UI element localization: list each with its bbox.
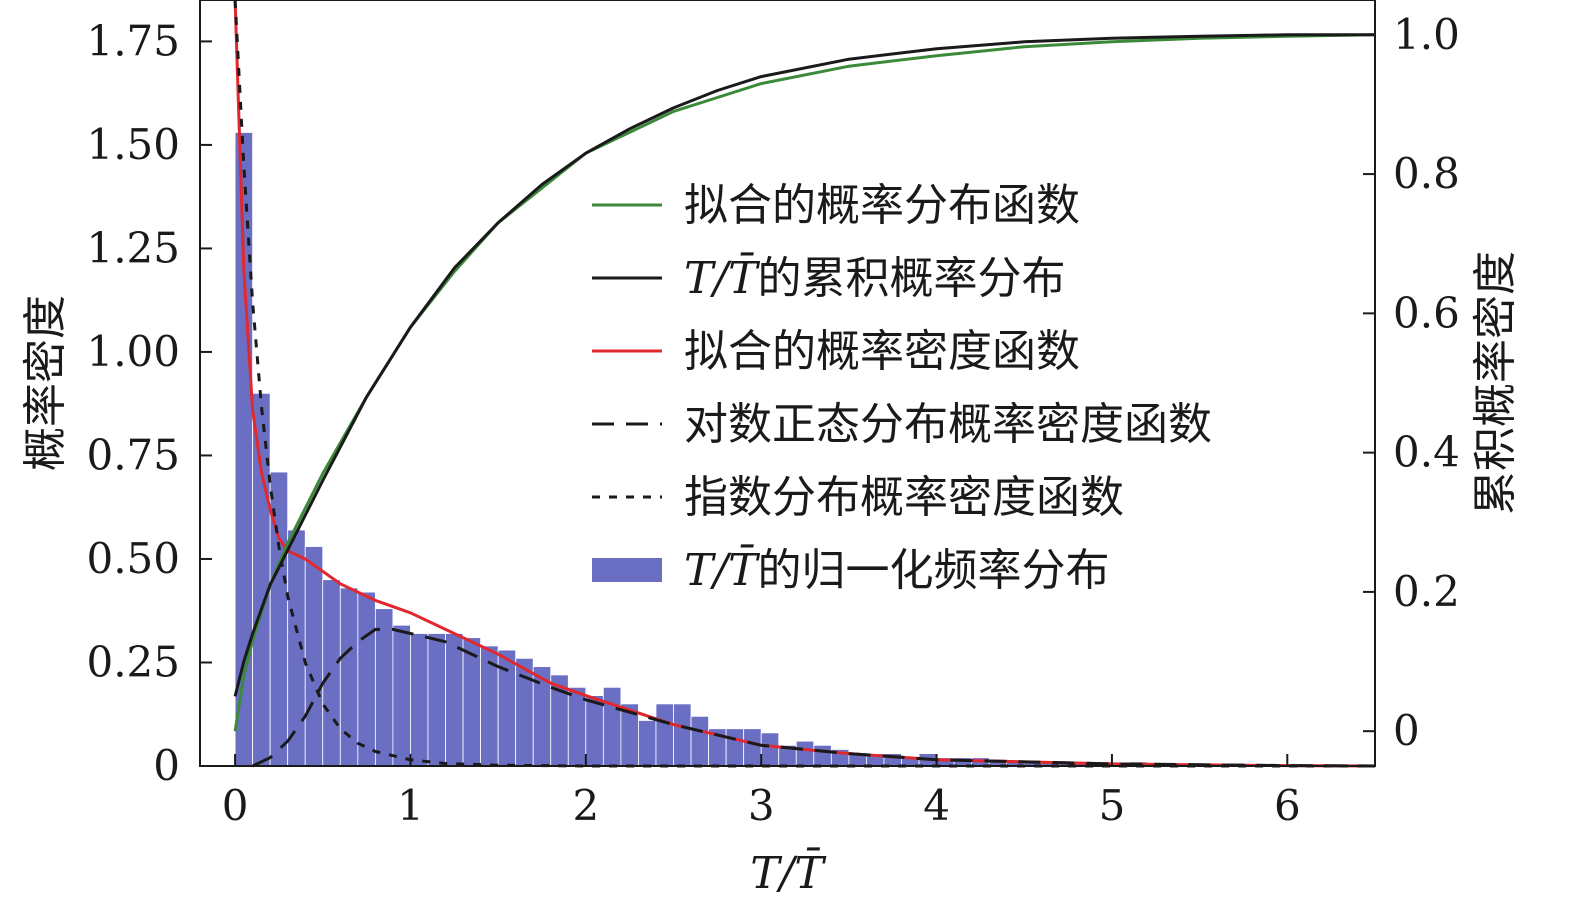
histogram-bar [392,624,411,767]
histogram-bar [638,720,657,767]
histogram-bar [462,637,481,767]
histogram-bar [760,732,780,767]
x-tick-label: 2 [572,781,599,830]
histogram-bar [374,608,394,767]
legend-label: T/T̄的累积概率分布 [684,251,1066,304]
legend: 拟合的概率分布函数 T/T̄的累积概率分布拟合的概率密度函数对数正态分布概率密度函… [592,180,1212,596]
histogram-bar [673,703,692,767]
y-left-tick-label: 0.25 [86,637,180,686]
histogram-bar [690,715,709,767]
histogram-bar [252,392,271,767]
y-left-tick-label: 0.75 [86,430,180,479]
histogram-bar [655,703,674,767]
y-right-tick-label: 0.4 [1393,428,1460,477]
histogram-bar [410,633,429,767]
y-left-ticks: 0 0.25 0.50 0.75 1.00 1.25 1.50 1.75 [86,16,212,790]
lognormal-pdf-line [251,627,1376,768]
y-right-tick-label: 0.2 [1393,567,1460,616]
histogram-bar [445,633,464,767]
histogram-bar [795,740,815,767]
histogram-bars [234,132,1148,767]
legend-label: 拟合的概率密度函数 [684,326,1080,377]
histogram-bar [743,728,762,767]
histogram-bar [304,546,324,767]
x-tick-label: 1 [397,781,424,830]
histogram-bar [322,579,341,767]
y-left-tick-label: 0 [153,741,180,790]
x-tick-label: 6 [1274,781,1301,830]
legend-label: 指数分布概率密度函数 [684,472,1124,523]
empirical-cdf-line [233,33,1375,697]
histogram-bar [515,657,534,767]
histogram-bar [427,633,446,767]
x-tick-label: 3 [748,781,775,830]
histogram-bar [725,728,745,767]
x-ticks: 0 1 2 3 4 5 6 [222,754,1301,830]
x-tick-label: 0 [222,781,249,830]
y-left-tick-label: 1.50 [86,120,180,169]
x-tick-label: 5 [1099,781,1126,830]
y-right-axis-title: 累积概率密度 [1470,251,1521,515]
y-right-tick-label: 1.0 [1393,10,1460,59]
plot-frame [199,0,1376,767]
y-left-tick-label: 1.25 [86,223,180,272]
y-right-tick-label: 0.6 [1393,288,1460,337]
histogram-bar [813,744,832,767]
y-right-tick-label: 0.8 [1393,149,1460,198]
histogram-bar [602,686,622,767]
legend-label: 拟合的概率分布函数 [684,180,1080,231]
y-left-tick-label: 0.50 [86,534,180,583]
x-tick-label: 4 [923,781,950,830]
y-left-tick-label: 1.75 [86,16,180,65]
histogram-bar [339,587,359,767]
x-axis-title: T/T̄ [750,846,827,899]
histogram-bar [357,591,376,767]
y-right-tick-label: 0 [1393,706,1420,755]
legend-label: 对数正态分布概率密度函数 [684,399,1212,450]
legend-label: T/T̄的归一化频率分布 [684,543,1110,596]
y-left-tick-label: 1.00 [86,327,180,376]
legend-swatch [592,558,662,582]
histogram-bar [585,695,604,767]
y-right-ticks: 0 0.2 0.4 0.6 0.8 1.0 [1363,10,1460,755]
y-left-axis-title: 概率密度 [20,295,71,471]
